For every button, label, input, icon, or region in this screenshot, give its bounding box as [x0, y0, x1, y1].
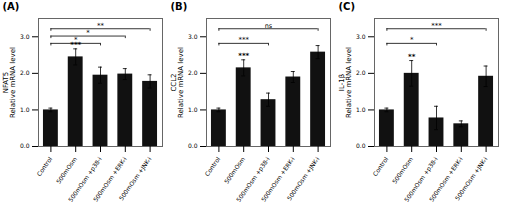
svg-text:NFAT5Relative mRNA level: NFAT5Relative mRNA level: [2, 47, 17, 118]
svg-text:ns: ns: [265, 22, 273, 30]
svg-text:0.0: 0.0: [188, 142, 198, 149]
svg-text:Control: Control: [203, 155, 221, 177]
svg-text:500mOsm +JNK-i: 500mOsm +JNK-i: [285, 155, 321, 202]
svg-text:**: **: [97, 22, 105, 30]
svg-text:2.0: 2.0: [188, 69, 198, 76]
svg-text:500mOsm: 500mOsm: [223, 155, 247, 185]
svg-text:*: *: [410, 36, 414, 44]
svg-text:500mOsm +JNK-i: 500mOsm +JNK-i: [453, 155, 489, 202]
svg-text:3.0: 3.0: [188, 33, 198, 40]
svg-text:500mOsm: 500mOsm: [391, 155, 415, 185]
svg-text:***: ***: [238, 36, 249, 44]
svg-text:***: ***: [431, 22, 442, 30]
svg-text:CCL2Relative mRNA level: CCL2Relative mRNA level: [170, 47, 185, 118]
svg-text:*: *: [86, 29, 90, 37]
svg-text:(A): (A): [3, 1, 20, 12]
svg-text:Control: Control: [371, 155, 389, 177]
svg-text:IL-1βRelative mRNA level: IL-1βRelative mRNA level: [338, 47, 353, 118]
svg-text:1.0: 1.0: [356, 106, 366, 113]
svg-text:500mOsm +JNK-i: 500mOsm +JNK-i: [117, 155, 153, 202]
svg-text:500mOsm: 500mOsm: [55, 155, 79, 185]
svg-text:1.0: 1.0: [20, 106, 30, 113]
svg-text:2.0: 2.0: [356, 69, 366, 76]
svg-text:3.0: 3.0: [356, 33, 366, 40]
svg-text:3.0: 3.0: [20, 33, 30, 40]
svg-text:Control: Control: [35, 155, 53, 177]
svg-text:1.0: 1.0: [188, 106, 198, 113]
svg-text:(C): (C): [339, 1, 355, 12]
svg-text:**: **: [408, 53, 416, 61]
svg-text:*: *: [74, 36, 78, 44]
svg-text:0.0: 0.0: [356, 142, 366, 149]
svg-text:0.0: 0.0: [20, 142, 30, 149]
svg-text:***: ***: [238, 52, 249, 60]
svg-text:(B): (B): [171, 1, 188, 12]
svg-text:2.0: 2.0: [20, 69, 30, 76]
